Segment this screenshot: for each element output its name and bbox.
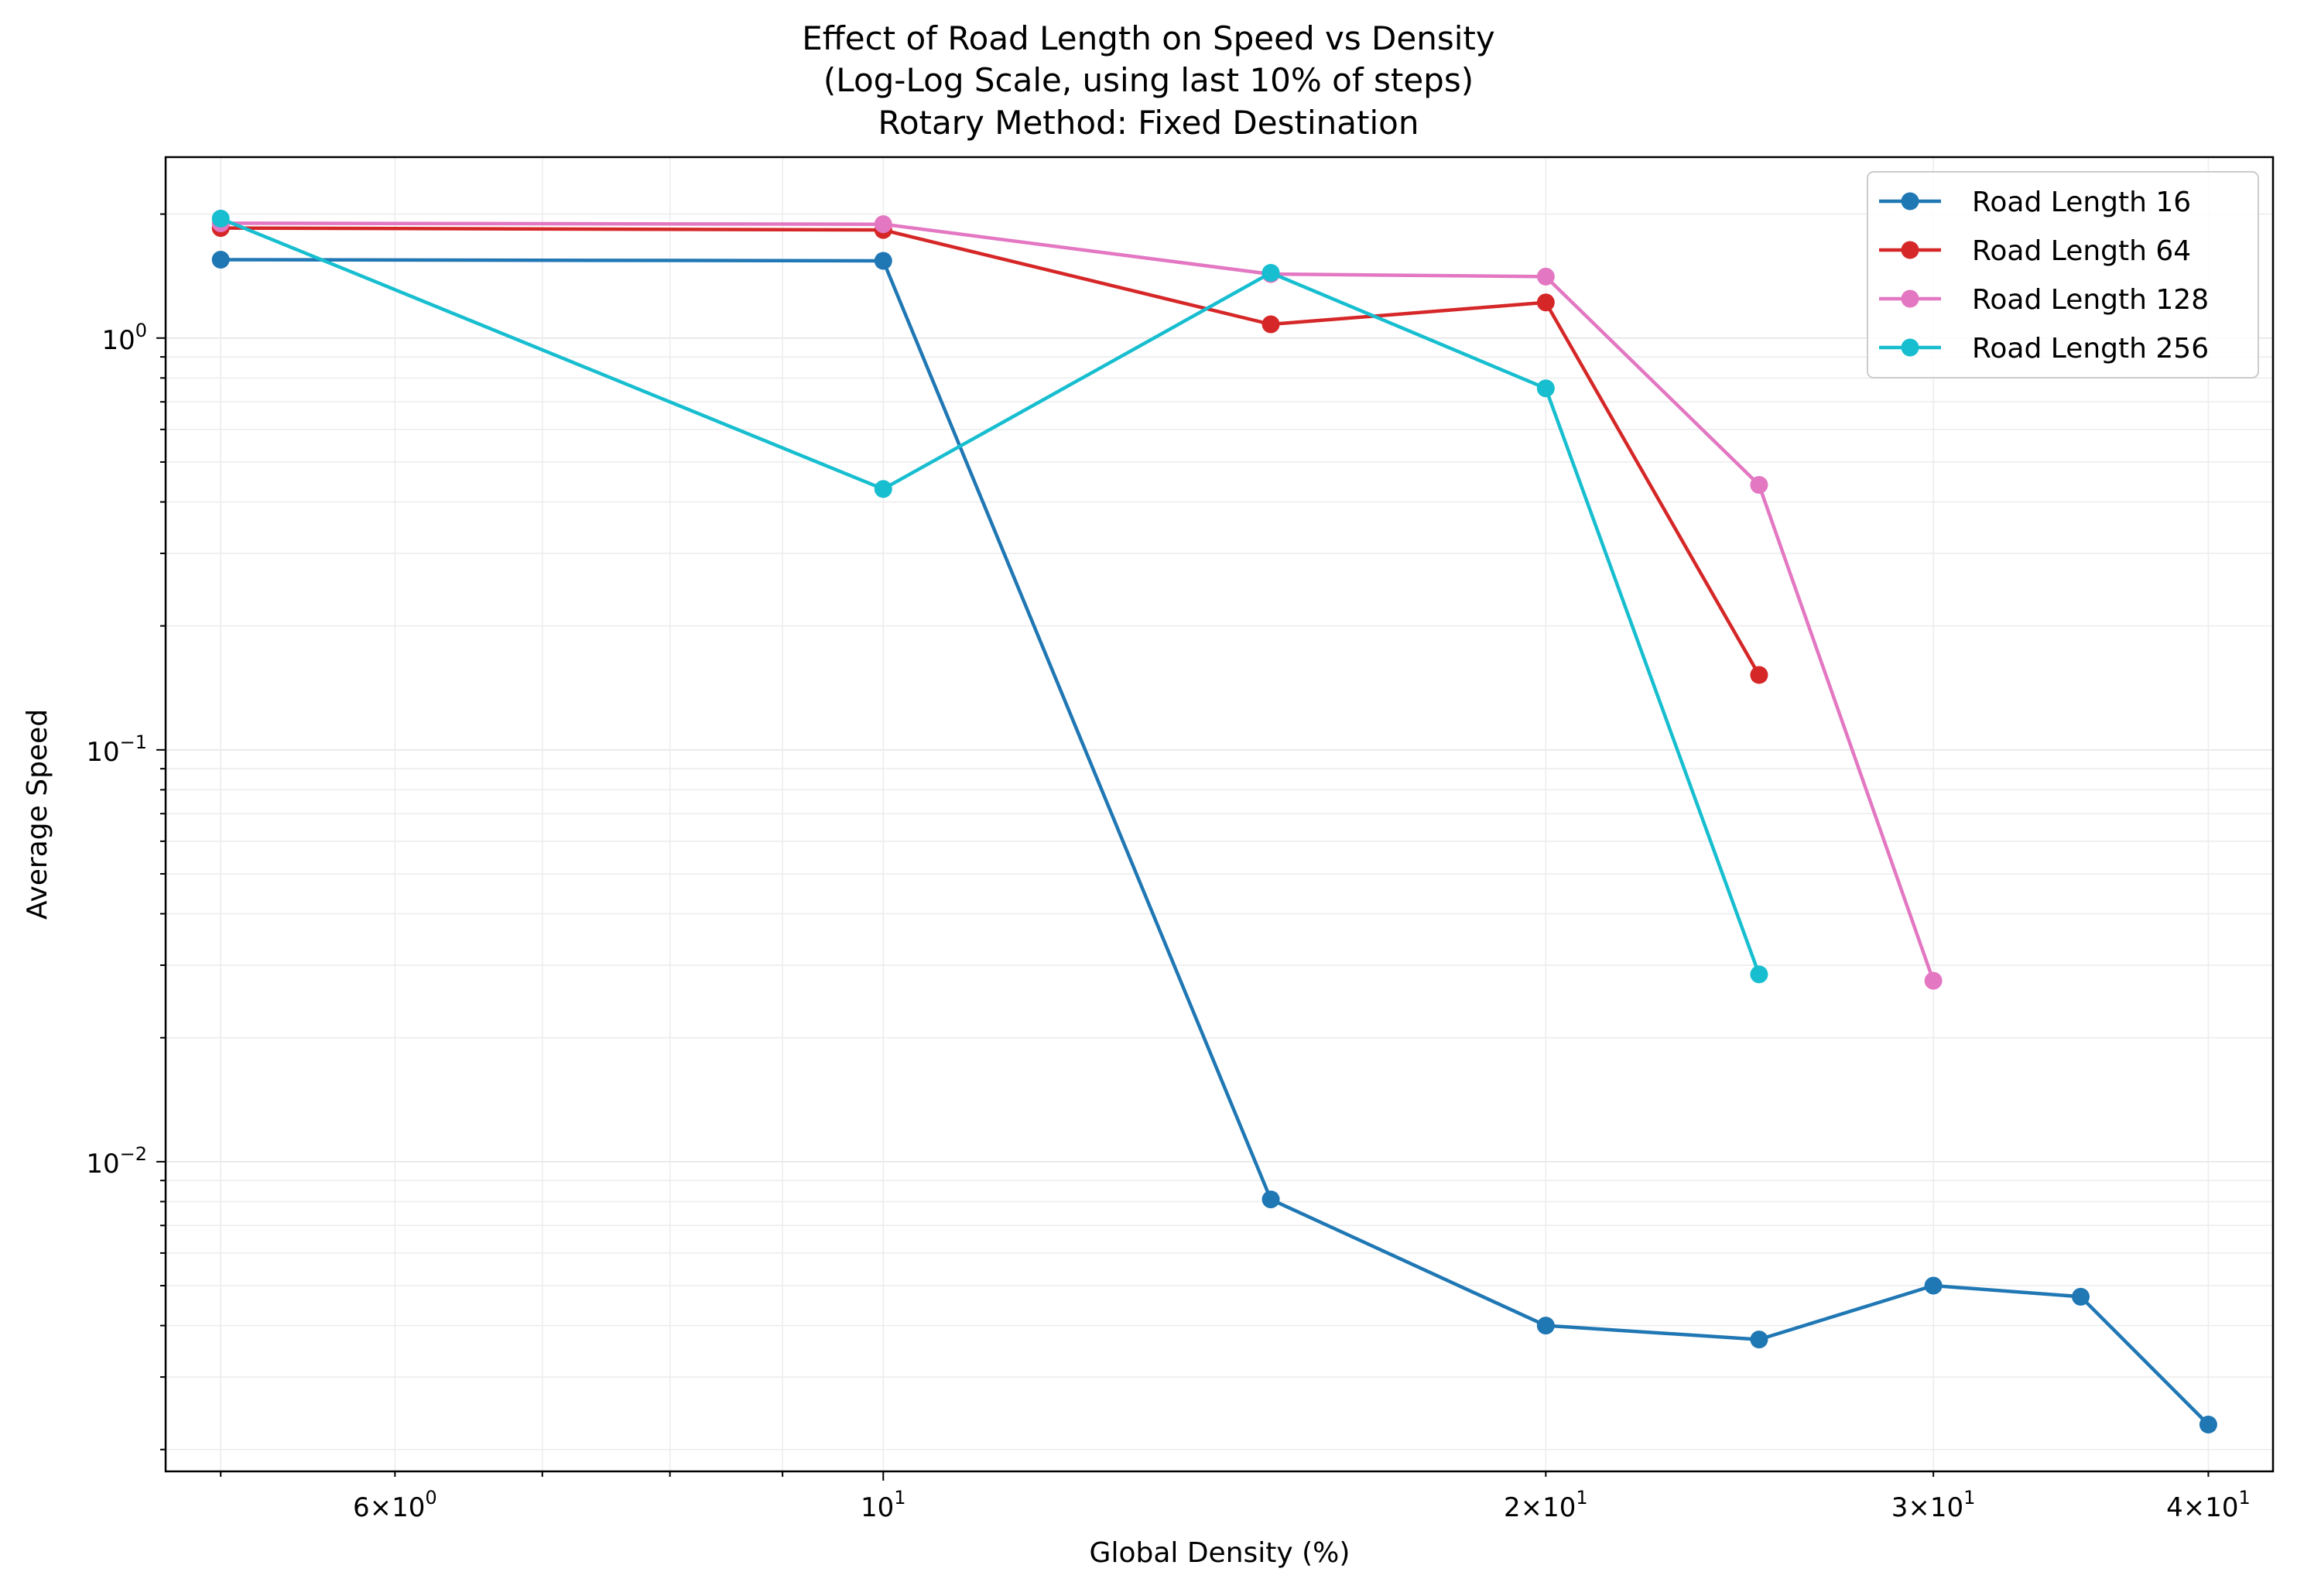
series-1 <box>211 250 2217 1433</box>
legend-label: Road Length 128 <box>1972 284 2209 316</box>
data-point <box>1750 666 1768 684</box>
legend-swatch-marker <box>1901 338 1919 357</box>
y-tick-label: 10−2 <box>86 1143 147 1180</box>
data-point <box>2199 1415 2217 1433</box>
data-point <box>874 215 892 234</box>
data-point <box>1536 379 1555 398</box>
x-tick-label: 101 <box>861 1487 906 1523</box>
data-point <box>211 250 230 269</box>
y-tick-label: 100 <box>101 320 147 356</box>
x-tick-label: 4×101 <box>2166 1487 2251 1523</box>
data-point <box>1750 475 1768 494</box>
series-layer <box>211 209 2217 1433</box>
data-point <box>211 209 230 228</box>
data-point <box>1924 971 1943 990</box>
x-tick-label: 2×101 <box>1504 1487 1588 1523</box>
legend-entry: Road Length 64 <box>1879 235 2191 267</box>
legend-entry: Road Length 128 <box>1879 284 2209 316</box>
chart-title-line-3: Rotary Method: Fixed Destination <box>878 104 1419 142</box>
data-point <box>1536 267 1555 286</box>
legend-label: Road Length 256 <box>1972 333 2209 365</box>
legend-swatch-marker <box>1901 192 1919 211</box>
chart-title-line-1: Effect of Road Length on Speed vs Densit… <box>802 19 1494 57</box>
x-tick-label: 3×101 <box>1891 1487 1976 1523</box>
chart-title-line-2: (Log-Log Scale, using last 10% of steps) <box>823 61 1474 99</box>
grid-lines <box>166 157 2273 1471</box>
data-point <box>1536 293 1555 312</box>
legend: Road Length 16 Road Length 64 Road Length … <box>1867 171 2259 378</box>
data-point <box>1261 263 1280 282</box>
legend-entry: Road Length 16 <box>1879 187 2191 218</box>
legend-swatch-marker <box>1901 241 1919 259</box>
legend-swatch-marker <box>1901 289 1919 308</box>
data-point <box>1750 1331 1768 1349</box>
x-axis-label: Global Density (%) <box>1090 1537 1350 1569</box>
data-point <box>874 252 892 270</box>
series-line <box>221 221 1936 981</box>
series-line <box>220 217 1761 975</box>
data-point <box>1261 1190 1280 1209</box>
data-point <box>1924 1276 1943 1295</box>
y-axis-label: Average Speed <box>22 709 53 920</box>
legend-entry: Road Length 256 <box>1879 333 2209 365</box>
y-tick-labels: 100 10−1 10−2 <box>86 320 147 1180</box>
data-point <box>874 480 892 498</box>
legend-label: Road Length 16 <box>1972 187 2191 218</box>
data-point <box>1750 965 1768 984</box>
series-2 <box>211 219 1768 684</box>
data-point <box>1261 315 1280 334</box>
x-tick-labels: 6×100 101 2×101 3×101 4×101 <box>353 1487 2251 1523</box>
series-line <box>221 226 1761 676</box>
legend-label: Road Length 64 <box>1972 235 2191 267</box>
series-4 <box>211 209 1768 984</box>
data-point <box>2072 1287 2090 1306</box>
axis-ticks <box>156 213 2210 1481</box>
data-point <box>1536 1317 1555 1335</box>
y-tick-label: 10−1 <box>86 731 147 768</box>
x-tick-label: 6×100 <box>353 1487 437 1523</box>
legend-frame <box>1867 171 2259 378</box>
series-line <box>221 258 2210 1426</box>
